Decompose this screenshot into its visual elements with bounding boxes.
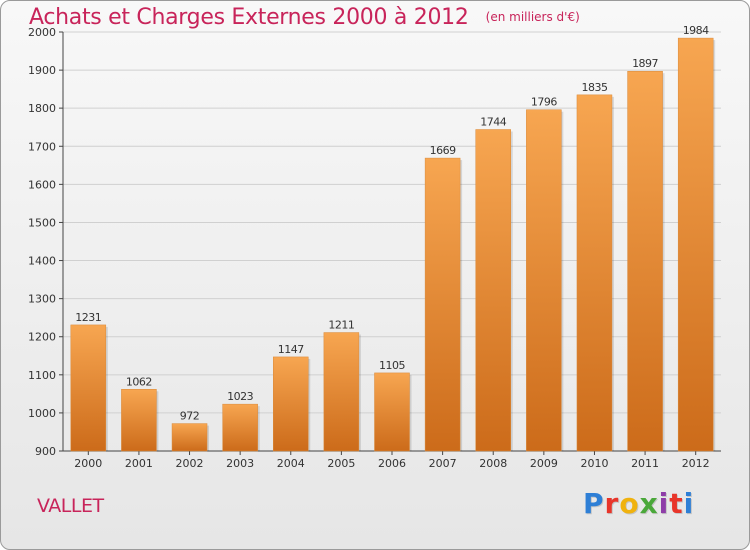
x-tick-label: 2009 xyxy=(530,457,558,470)
y-tick-label: 1000 xyxy=(28,407,56,420)
bar-value-label: 1231 xyxy=(75,311,101,324)
data-labels: 1231 1062 972 1023 1147 1211 1105 1669 1744 1796 1… xyxy=(75,24,709,422)
bar-value-label: 1835 xyxy=(581,81,607,94)
chart-unit: (en milliers d'€) xyxy=(485,10,580,24)
bar-2011 xyxy=(627,70,663,452)
bar-value-label: 1744 xyxy=(480,116,506,129)
bar-value-label: 1105 xyxy=(379,359,405,372)
chart-title: Achats et Charges Externes 2000 à 2012 xyxy=(29,5,469,30)
x-tick-label: 2005 xyxy=(327,457,355,470)
bar-2004 xyxy=(273,356,309,452)
x-tick-label: 2008 xyxy=(479,457,507,470)
logo-letter: o xyxy=(619,487,640,520)
logo-letter: i xyxy=(683,487,695,520)
x-tick-label: 2004 xyxy=(277,457,305,470)
bar-value-label: 1669 xyxy=(430,144,456,157)
bar-2008 xyxy=(475,129,511,452)
bar-2000 xyxy=(70,324,107,452)
bar-2009 xyxy=(526,109,562,452)
bar-2001 xyxy=(121,389,157,452)
x-tick-label: 2000 xyxy=(74,457,102,470)
bar-2007 xyxy=(424,157,461,452)
y-tick-label: 1900 xyxy=(28,64,56,77)
y-tick-label: 1400 xyxy=(28,255,56,268)
y-tick-label: 1800 xyxy=(28,102,56,115)
bar-value-label: 1897 xyxy=(632,57,658,70)
x-tick-label: 2003 xyxy=(226,457,254,470)
x-tick-label: 2002 xyxy=(176,457,204,470)
bar-value-label: 1062 xyxy=(126,375,152,388)
bar-value-label: 1023 xyxy=(227,390,253,403)
y-tick-label: 2000 xyxy=(28,26,56,39)
bar-2002 xyxy=(171,423,208,452)
x-tick-label: 2006 xyxy=(378,457,406,470)
bar-value-label: 1984 xyxy=(683,24,709,37)
bar-value-label: 1211 xyxy=(328,319,354,332)
y-tick-label: 1700 xyxy=(28,140,56,153)
bar-2005 xyxy=(323,332,360,452)
chart-title-block: Achats et Charges Externes 2000 à 2012 (… xyxy=(29,5,580,30)
y-tick-label: 1600 xyxy=(28,178,56,191)
logo-letter: t xyxy=(669,487,684,520)
bars xyxy=(70,37,716,452)
bar-2003 xyxy=(222,403,258,452)
y-tick-label: 1300 xyxy=(28,293,56,306)
logo-letter: P xyxy=(583,487,605,520)
bar-2006 xyxy=(374,372,410,452)
x-tick-label: 2010 xyxy=(580,457,608,470)
x-tick-label: 2001 xyxy=(125,457,153,470)
proxiti-logo[interactable]: Proxiti xyxy=(583,487,694,520)
y-tick-label: 900 xyxy=(35,445,56,458)
x-tick-label: 2011 xyxy=(631,457,659,470)
logo-letter: x xyxy=(639,487,659,520)
x-tick-label: 2012 xyxy=(682,457,710,470)
y-tick-label: 1100 xyxy=(28,369,56,382)
bar-2012 xyxy=(677,37,714,452)
bar-value-label: 972 xyxy=(180,410,200,423)
bar-2010 xyxy=(576,94,613,452)
logo-letter: r xyxy=(604,487,620,520)
commune-name: VALLET xyxy=(37,495,104,517)
y-tick-label: 1200 xyxy=(28,331,56,344)
bar-value-label: 1147 xyxy=(278,343,304,356)
logo-letter: i xyxy=(658,487,670,520)
bar-value-label: 1796 xyxy=(531,96,557,109)
x-tick-label: 2007 xyxy=(429,457,457,470)
y-tick-label: 1500 xyxy=(28,216,56,229)
